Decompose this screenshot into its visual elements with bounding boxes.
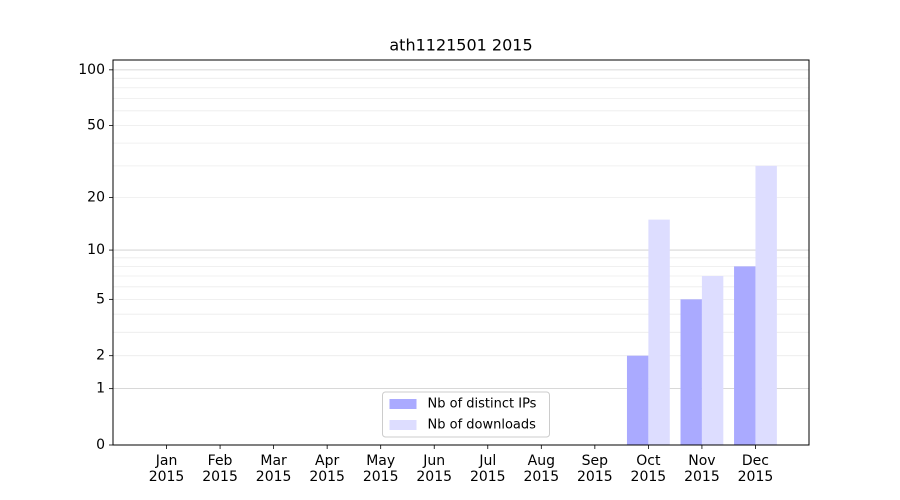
y-tick-label: 0	[96, 437, 105, 453]
legend-swatch	[389, 420, 417, 430]
x-tick-label: Dec 2015	[737, 453, 774, 485]
legend-swatch	[389, 399, 417, 409]
x-tick-label: Apr 2015	[309, 453, 345, 485]
x-tick-label: Jan 2015	[148, 453, 185, 485]
x-tick-label: Jul 2015	[469, 453, 506, 485]
bar	[680, 299, 702, 445]
x-tick-label: Feb 2015	[202, 453, 238, 485]
x-tick-label: Aug 2015	[523, 453, 560, 485]
bar	[648, 219, 670, 445]
y-tick-label: 2	[96, 348, 105, 364]
bar	[701, 275, 724, 445]
bar	[755, 165, 777, 445]
x-tick-label: Oct 2015	[630, 453, 667, 485]
legend: Nb of distinct IPs Nb of downloads	[382, 391, 550, 438]
y-tick-label: 1	[96, 381, 105, 397]
y-tick-label: 50	[87, 117, 105, 133]
x-tick-label: May 2015	[362, 453, 399, 485]
x-tick-label: Nov 2015	[684, 453, 720, 485]
chart-title: ath1121501 2015	[389, 36, 532, 55]
x-tick-label: Sep 2015	[577, 453, 613, 485]
y-tick-label: 5	[96, 291, 105, 307]
legend-label: Nb of downloads	[428, 418, 537, 433]
bar	[734, 266, 756, 445]
x-tick-label: Jun 2015	[416, 453, 453, 485]
y-tick-label: 10	[87, 242, 105, 258]
plot-frame	[112, 59, 810, 446]
bar	[626, 355, 649, 445]
x-tick-label: Mar 2015	[255, 453, 292, 485]
y-tick-label: 100	[78, 62, 105, 78]
legend-label: Nb of distinct IPs	[428, 397, 537, 412]
y-tick-label: 20	[87, 190, 105, 206]
legend-box	[382, 391, 550, 438]
